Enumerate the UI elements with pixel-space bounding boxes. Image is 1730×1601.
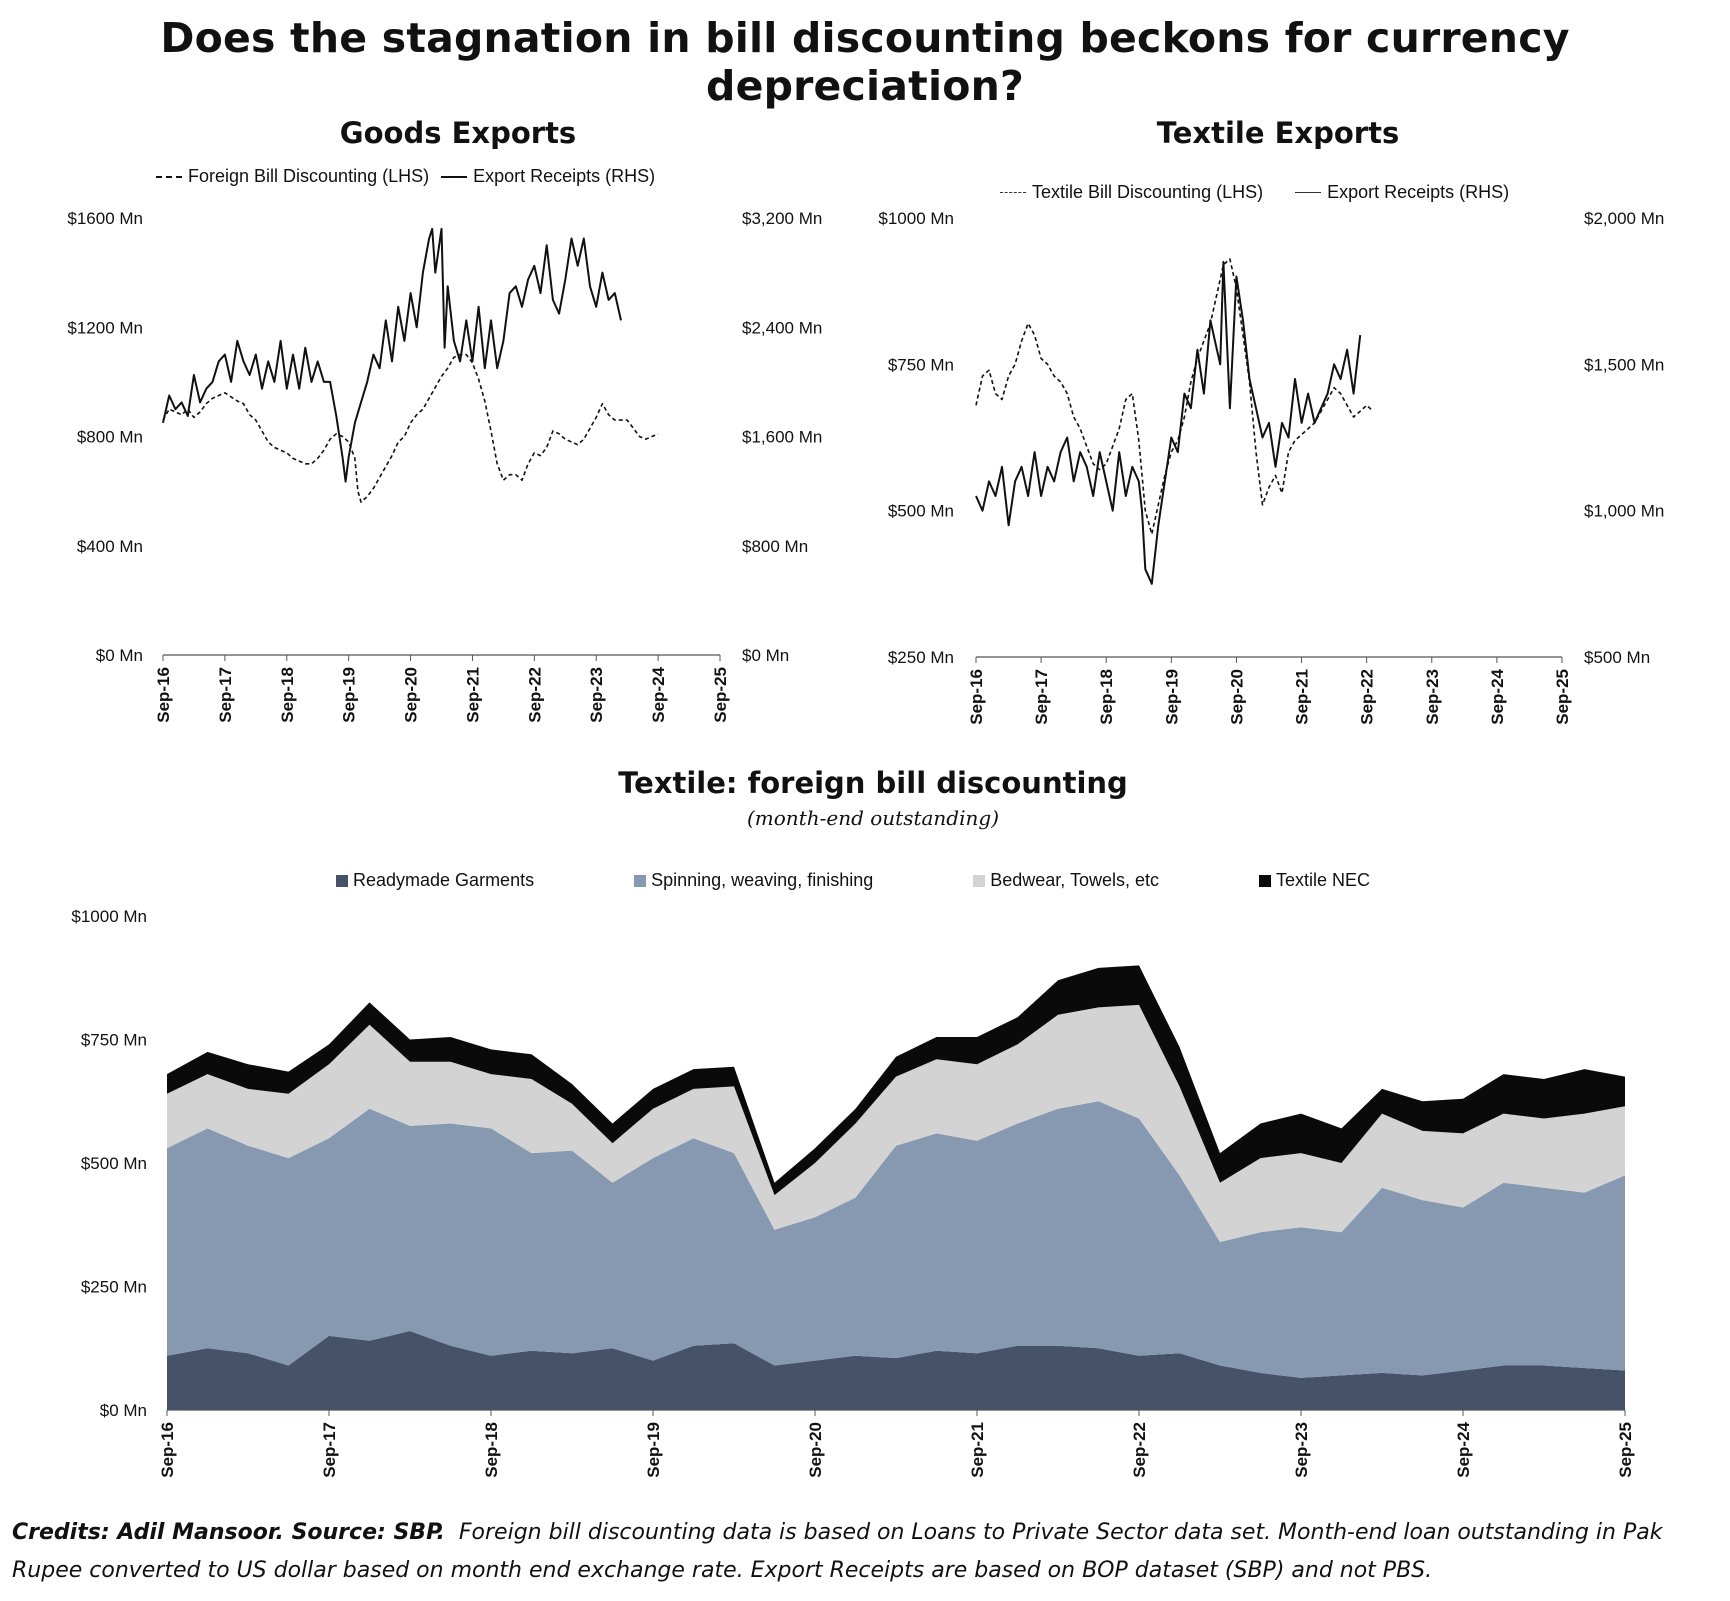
stacked-x-tick-label: Sep-16 [158, 1422, 177, 1478]
stacked-x-tick-label: Sep-21 [968, 1422, 987, 1478]
goods-y-right-tick-label: $1,600 Mn [742, 428, 822, 447]
textile-chart-title: Textile Exports [1156, 116, 1400, 150]
stacked-area-spinning [167, 1101, 1625, 1378]
goods-x-tick-label: Sep-18 [278, 667, 297, 723]
goods-series-line-discounting [162, 353, 659, 503]
textile-exports-chart: $250 Mn $500 Mn $750 Mn $1000 Mn $500 Mn $1,0… [878, 209, 1664, 725]
stacked-area-bedwear [167, 1004, 1625, 1242]
textile-y-left-tick-label: $1000 Mn [878, 209, 954, 228]
stacked-legend: Readymade Garments Spinning, weaving, fi… [336, 870, 1370, 891]
goods-chart-title: Goods Exports [339, 116, 577, 150]
stacked-area-nec [167, 965, 1625, 1196]
stacked-legend-item-garments: Readymade Garments [336, 870, 534, 891]
goods-y-left-tick-label: $800 Mn [77, 428, 143, 447]
credits-source: Credits: Adil Mansoor. Source: SBP. [12, 1520, 445, 1545]
textile-stacked-area-chart: $0 Mn $250 Mn $500 Mn $750 Mn $1000 Mn Sep-16… [71, 907, 1635, 1478]
spinning-swatch-icon [634, 874, 647, 887]
dashed-line-key-icon [1000, 192, 1026, 193]
textile-x-tick-label: Sep-25 [1553, 669, 1572, 725]
solid-line-key-icon [1295, 192, 1322, 193]
stacked-x-tick-label: Sep-23 [1292, 1422, 1311, 1478]
textile-x-tick-label: Sep-19 [1162, 669, 1181, 725]
bedwear-swatch-icon [973, 874, 986, 887]
goods-y-right-tick-label: $3,200 Mn [742, 209, 822, 228]
textile-x-tick-label: Sep-22 [1358, 669, 1377, 725]
goods-y-right-tick-label: $800 Mn [742, 537, 808, 556]
textile-y-left-tick-label: $750 Mn [888, 355, 954, 374]
goods-legend-label-receipts: Export Receipts (RHS) [473, 166, 656, 186]
stacked-legend-label-nec: Textile NEC [1276, 870, 1371, 890]
textile-y-right-tick-label: $1,000 Mn [1584, 502, 1664, 521]
stacked-chart-subtitle: (month-end outstanding) [747, 806, 999, 830]
solid-line-key-icon [441, 175, 468, 178]
goods-x-tick-label: Sep-23 [587, 667, 606, 723]
stacked-x-tick-label: Sep-25 [1616, 1422, 1635, 1478]
textile-x-tick-label: Sep-16 [967, 669, 986, 725]
goods-x-tick-label: Sep-24 [649, 666, 668, 722]
stacked-chart-title: Textile: foreign bill discounting [618, 766, 1128, 800]
textile-x-tick-label: Sep-24 [1488, 668, 1507, 724]
goods-series-line-receipts [162, 227, 622, 483]
goods-x-tick-label: Sep-21 [463, 667, 482, 723]
stacked-legend-label-garments: Readymade Garments [353, 870, 535, 890]
goods-exports-chart: $0 Mn $400 Mn $800 Mn $1200 Mn $1600 Mn $0 Mn… [67, 209, 822, 723]
stacked-x-tick-label: Sep-22 [1130, 1422, 1149, 1478]
textile-legend-item-discounting: Textile Bill Discounting (LHS) [1000, 182, 1263, 203]
stacked-x-tick-label: Sep-19 [644, 1422, 663, 1478]
textile-x-tick-label: Sep-20 [1227, 669, 1246, 725]
stacked-y-tick-label: $500 Mn [81, 1154, 147, 1173]
dashed-line-key-icon [156, 175, 182, 178]
textile-y-right-tick-label: $1,500 Mn [1584, 355, 1664, 374]
stacked-legend-item-nec: Textile NEC [1259, 870, 1370, 891]
textile-x-tick-label: Sep-21 [1293, 669, 1312, 725]
textile-legend: Textile Bill Discounting (LHS) Export Re… [1000, 182, 1509, 203]
goods-legend-label-discounting: Foreign Bill Discounting (LHS) [188, 166, 430, 186]
textile-y-left-tick-label: $250 Mn [888, 648, 954, 667]
stacked-y-tick-label: $1000 Mn [71, 907, 147, 926]
stacked-legend-item-spinning: Spinning, weaving, finishing [634, 870, 873, 891]
stacked-x-tick-label: Sep-20 [806, 1422, 825, 1478]
stacked-y-tick-label: $250 Mn [81, 1278, 147, 1297]
stacked-legend-label-bedwear: Bedwear, Towels, etc [990, 870, 1160, 890]
textile-legend-label-discounting: Textile Bill Discounting (LHS) [1032, 182, 1264, 202]
textile-x-tick-label: Sep-17 [1032, 669, 1051, 725]
textile-y-right-tick-label: $2,000 Mn [1584, 209, 1664, 228]
textile-legend-label-receipts: Export Receipts (RHS) [1327, 182, 1510, 202]
page-title: Does the stagnation in bill discounting … [160, 14, 1570, 110]
stacked-y-tick-label: $0 Mn [100, 1401, 147, 1420]
textile-series-line-receipts [975, 260, 1362, 585]
stacked-legend-item-bedwear: Bedwear, Towels, etc [973, 870, 1159, 891]
textile-y-right-tick-label: $500 Mn [1584, 648, 1650, 667]
stacked-x-tick-label: Sep-17 [320, 1422, 339, 1478]
garments-swatch-icon [336, 874, 348, 887]
goods-legend-item-receipts: Export Receipts (RHS) [441, 166, 655, 187]
stacked-y-tick-label: $750 Mn [81, 1031, 147, 1050]
stacked-x-tick-label: Sep-24 [1454, 1421, 1473, 1477]
stacked-area-garments [167, 1331, 1625, 1410]
goods-x-tick-label: Sep-25 [711, 667, 730, 723]
goods-y-left-tick-label: $400 Mn [77, 537, 143, 556]
goods-legend: Foreign Bill Discounting (LHS) Export Re… [156, 166, 655, 187]
credits-footnote: Credits: Adil Mansoor. Source: SBP. Fore… [12, 1514, 1722, 1590]
goods-y-left-tick-label: $1200 Mn [67, 318, 143, 337]
goods-y-left-tick-label: $0 Mn [96, 646, 143, 665]
textile-legend-item-receipts: Export Receipts (RHS) [1295, 182, 1509, 203]
goods-x-tick-label: Sep-19 [340, 667, 359, 723]
stacked-legend-label-spinning: Spinning, weaving, finishing [651, 870, 874, 890]
goods-x-tick-label: Sep-22 [525, 667, 544, 723]
goods-legend-item-discounting: Foreign Bill Discounting (LHS) [156, 166, 429, 187]
goods-x-tick-label: Sep-17 [216, 667, 235, 723]
textile-y-left-tick-label: $500 Mn [888, 502, 954, 521]
goods-y-right-tick-label: $0 Mn [742, 646, 789, 665]
stacked-x-tick-label: Sep-18 [482, 1422, 501, 1478]
goods-y-left-tick-label: $1600 Mn [67, 209, 143, 228]
nec-swatch-icon [1259, 874, 1272, 887]
goods-x-tick-label: Sep-16 [154, 667, 173, 723]
textile-x-tick-label: Sep-23 [1423, 669, 1442, 725]
credits-text: Foreign bill discounting data is based o… [12, 1520, 1663, 1583]
textile-x-tick-label: Sep-18 [1097, 669, 1116, 725]
goods-y-right-tick-label: $2,400 Mn [742, 318, 822, 337]
goods-x-tick-label: Sep-20 [402, 667, 421, 723]
textile-series-line-discounting [975, 258, 1374, 535]
